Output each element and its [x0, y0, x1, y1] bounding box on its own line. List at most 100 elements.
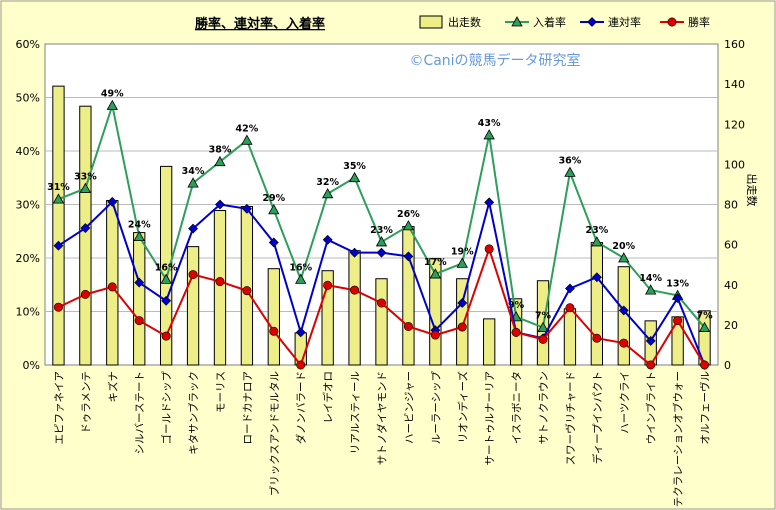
data-point	[107, 282, 117, 292]
y2-tick-label: 20	[724, 319, 738, 332]
y-tick-label: 60%	[16, 38, 40, 51]
bar	[348, 250, 361, 366]
x-tick-label: スワーヴリチャード	[564, 371, 577, 465]
data-point	[53, 302, 63, 312]
data-point	[188, 223, 198, 234]
data-point	[591, 272, 602, 283]
data-label: 38%	[209, 145, 232, 156]
data-point	[403, 251, 414, 262]
data-point	[457, 298, 468, 308]
y2-tick-label: 160	[724, 38, 745, 51]
data-point	[269, 326, 279, 336]
data-point	[80, 223, 91, 233]
x-tick-label: ブリックスアンドモルタル	[268, 371, 281, 496]
bar	[133, 232, 146, 366]
data-label: 24%	[128, 220, 151, 231]
data-point	[565, 283, 575, 294]
data-point	[268, 204, 280, 215]
bar	[267, 268, 280, 366]
data-point	[456, 257, 468, 268]
x-tick-label: リアルスティール	[350, 371, 362, 454]
y-tick-label: 50%	[16, 92, 40, 105]
data-label: 17%	[424, 257, 447, 268]
line-series-1: 31% 33% 49% 24% 16% 34% 38% 42% 29% 16% 32% 35% 23% 2…	[47, 89, 713, 332]
data-point	[673, 316, 683, 326]
x-tick-label: リオンディーズ	[456, 371, 469, 443]
data-point	[106, 99, 118, 110]
data-point	[457, 322, 467, 332]
data-label: 42%	[236, 123, 259, 134]
data-point	[215, 277, 225, 287]
y2-tick-label: 100	[724, 158, 745, 171]
data-point	[241, 134, 253, 145]
data-point	[268, 237, 279, 248]
data-point	[296, 360, 306, 370]
y-tick-label: 30%	[16, 199, 40, 212]
bar	[483, 318, 496, 366]
data-point	[52, 193, 65, 204]
y-tick-label: 0%	[23, 359, 40, 372]
bar	[213, 210, 227, 366]
data-point	[161, 295, 172, 306]
data-point	[215, 199, 225, 210]
x-tick-label: シルバーステート	[134, 371, 146, 454]
y2-tick-label: 140	[724, 78, 745, 91]
data-label: 43%	[478, 118, 501, 129]
data-point	[484, 197, 495, 208]
data-point	[402, 220, 415, 231]
x-tick-label: エピファネイア	[53, 371, 65, 445]
data-point	[667, 17, 677, 27]
legend-swatch	[419, 15, 443, 29]
data-point	[430, 330, 440, 340]
data-point	[564, 166, 576, 177]
data-point	[646, 360, 656, 370]
bar	[590, 242, 604, 366]
legend-label: 入着率	[533, 15, 566, 29]
data-point	[350, 285, 360, 295]
data-label: 19%	[451, 246, 474, 257]
data-point	[618, 305, 629, 316]
data-point	[376, 298, 386, 308]
bar	[79, 105, 92, 366]
data-label: 16%	[155, 262, 178, 273]
x-tick-label: レイデオロ	[322, 371, 335, 424]
legend-label: 勝率	[688, 15, 710, 29]
data-point	[484, 244, 494, 254]
data-point	[53, 240, 64, 251]
x-tick-label: ドゥラメンテ	[80, 371, 92, 434]
data-point	[375, 236, 388, 247]
x-tick-label: ルーラーシップ	[430, 371, 442, 445]
bar	[321, 270, 334, 366]
data-label: 36%	[559, 155, 582, 166]
data-label: 9%	[508, 300, 525, 311]
y2-tick-label: 80	[724, 199, 738, 212]
data-point	[187, 177, 199, 188]
data-point	[511, 327, 521, 337]
y2-tick-label: 60	[724, 239, 738, 252]
data-point	[160, 273, 172, 284]
data-point	[672, 293, 683, 304]
x-tick-label: ダノンバラード	[295, 371, 308, 444]
x-tick-label: オルフェーヴル	[699, 371, 712, 445]
y2-tick-label: 120	[724, 118, 745, 131]
y2-axis-label: 出走数	[745, 174, 759, 207]
data-label: 13%	[666, 278, 689, 289]
data-point	[349, 247, 360, 258]
data-point	[214, 155, 226, 167]
data-label: 16%	[289, 262, 312, 273]
x-tick-label: ハービンジャー	[403, 371, 415, 444]
data-label: 34%	[182, 166, 205, 177]
y2-tick-label: 40	[724, 279, 738, 292]
y-tick-label: 10%	[16, 306, 40, 319]
y-tick-label: 40%	[16, 145, 40, 158]
line-series-3	[53, 244, 710, 370]
data-point	[134, 316, 144, 326]
data-label: 49%	[101, 89, 124, 100]
data-label: 35%	[343, 161, 366, 172]
data-label: 7%	[696, 311, 713, 322]
x-tick-label: サトノクラウン	[538, 371, 550, 445]
data-point	[537, 321, 549, 332]
data-point	[587, 17, 597, 27]
data-point	[348, 171, 361, 183]
